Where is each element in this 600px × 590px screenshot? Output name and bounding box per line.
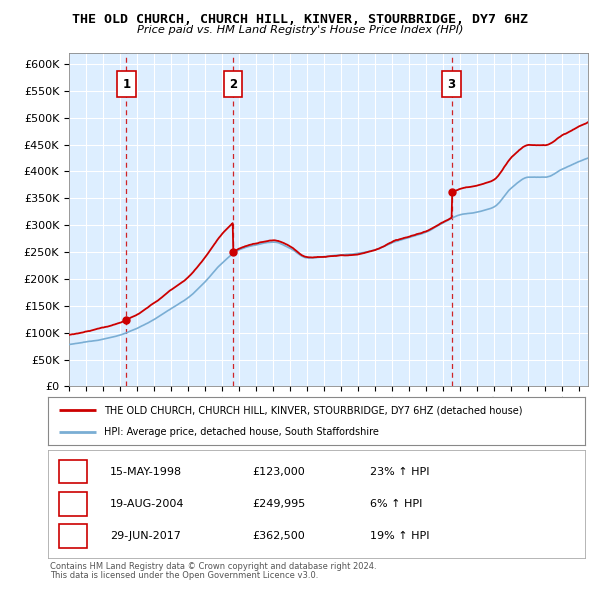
Text: 29-JUN-2017: 29-JUN-2017 <box>110 531 181 541</box>
Text: Price paid vs. HM Land Registry's House Price Index (HPI): Price paid vs. HM Land Registry's House … <box>137 25 463 35</box>
Text: 19-AUG-2004: 19-AUG-2004 <box>110 499 184 509</box>
FancyBboxPatch shape <box>59 460 86 483</box>
Text: 1: 1 <box>68 465 77 478</box>
Point <box>447 187 457 196</box>
Text: 23% ↑ HPI: 23% ↑ HPI <box>370 467 430 477</box>
Text: 6% ↑ HPI: 6% ↑ HPI <box>370 499 422 509</box>
Text: This data is licensed under the Open Government Licence v3.0.: This data is licensed under the Open Gov… <box>50 571 318 580</box>
Text: 15-MAY-1998: 15-MAY-1998 <box>110 467 182 477</box>
Point <box>228 247 238 257</box>
Text: 1: 1 <box>122 78 130 91</box>
Text: THE OLD CHURCH, CHURCH HILL, KINVER, STOURBRIDGE, DY7 6HZ: THE OLD CHURCH, CHURCH HILL, KINVER, STO… <box>72 13 528 26</box>
Text: 3: 3 <box>68 530 77 543</box>
Text: 3: 3 <box>448 78 456 91</box>
Text: HPI: Average price, detached house, South Staffordshire: HPI: Average price, detached house, Sout… <box>104 427 379 437</box>
FancyBboxPatch shape <box>117 71 136 97</box>
Text: Contains HM Land Registry data © Crown copyright and database right 2024.: Contains HM Land Registry data © Crown c… <box>50 562 376 571</box>
Text: THE OLD CHURCH, CHURCH HILL, KINVER, STOURBRIDGE, DY7 6HZ (detached house): THE OLD CHURCH, CHURCH HILL, KINVER, STO… <box>104 405 523 415</box>
Point <box>122 316 131 325</box>
FancyBboxPatch shape <box>59 525 86 548</box>
FancyBboxPatch shape <box>442 71 461 97</box>
Text: £123,000: £123,000 <box>252 467 305 477</box>
Text: 19% ↑ HPI: 19% ↑ HPI <box>370 531 430 541</box>
FancyBboxPatch shape <box>224 71 242 97</box>
Text: £362,500: £362,500 <box>252 531 305 541</box>
FancyBboxPatch shape <box>59 492 86 516</box>
Text: 2: 2 <box>229 78 237 91</box>
Text: 2: 2 <box>68 497 77 510</box>
Text: £249,995: £249,995 <box>252 499 305 509</box>
